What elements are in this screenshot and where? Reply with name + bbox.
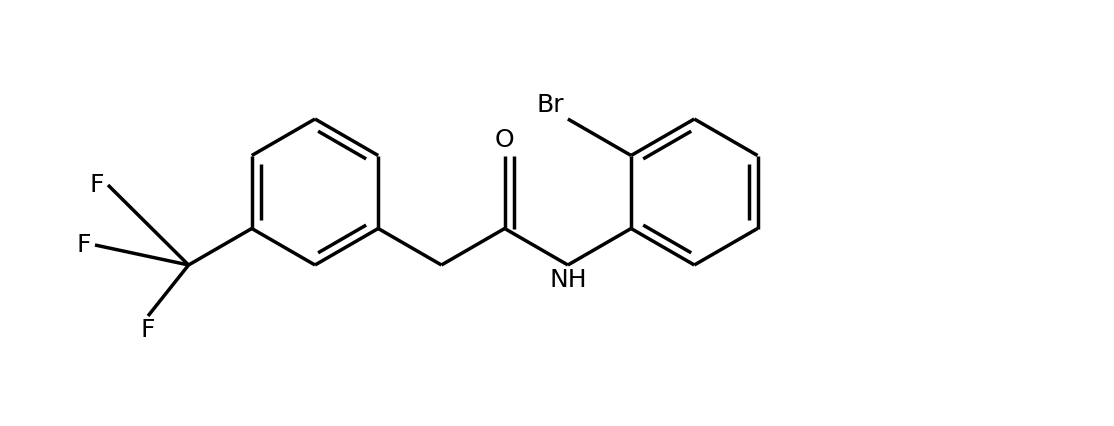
Text: O: O: [495, 127, 515, 152]
Text: F: F: [77, 233, 91, 257]
Text: NH: NH: [549, 268, 587, 292]
Text: Br: Br: [536, 93, 564, 117]
Text: F: F: [140, 318, 155, 342]
Text: F: F: [89, 173, 104, 197]
